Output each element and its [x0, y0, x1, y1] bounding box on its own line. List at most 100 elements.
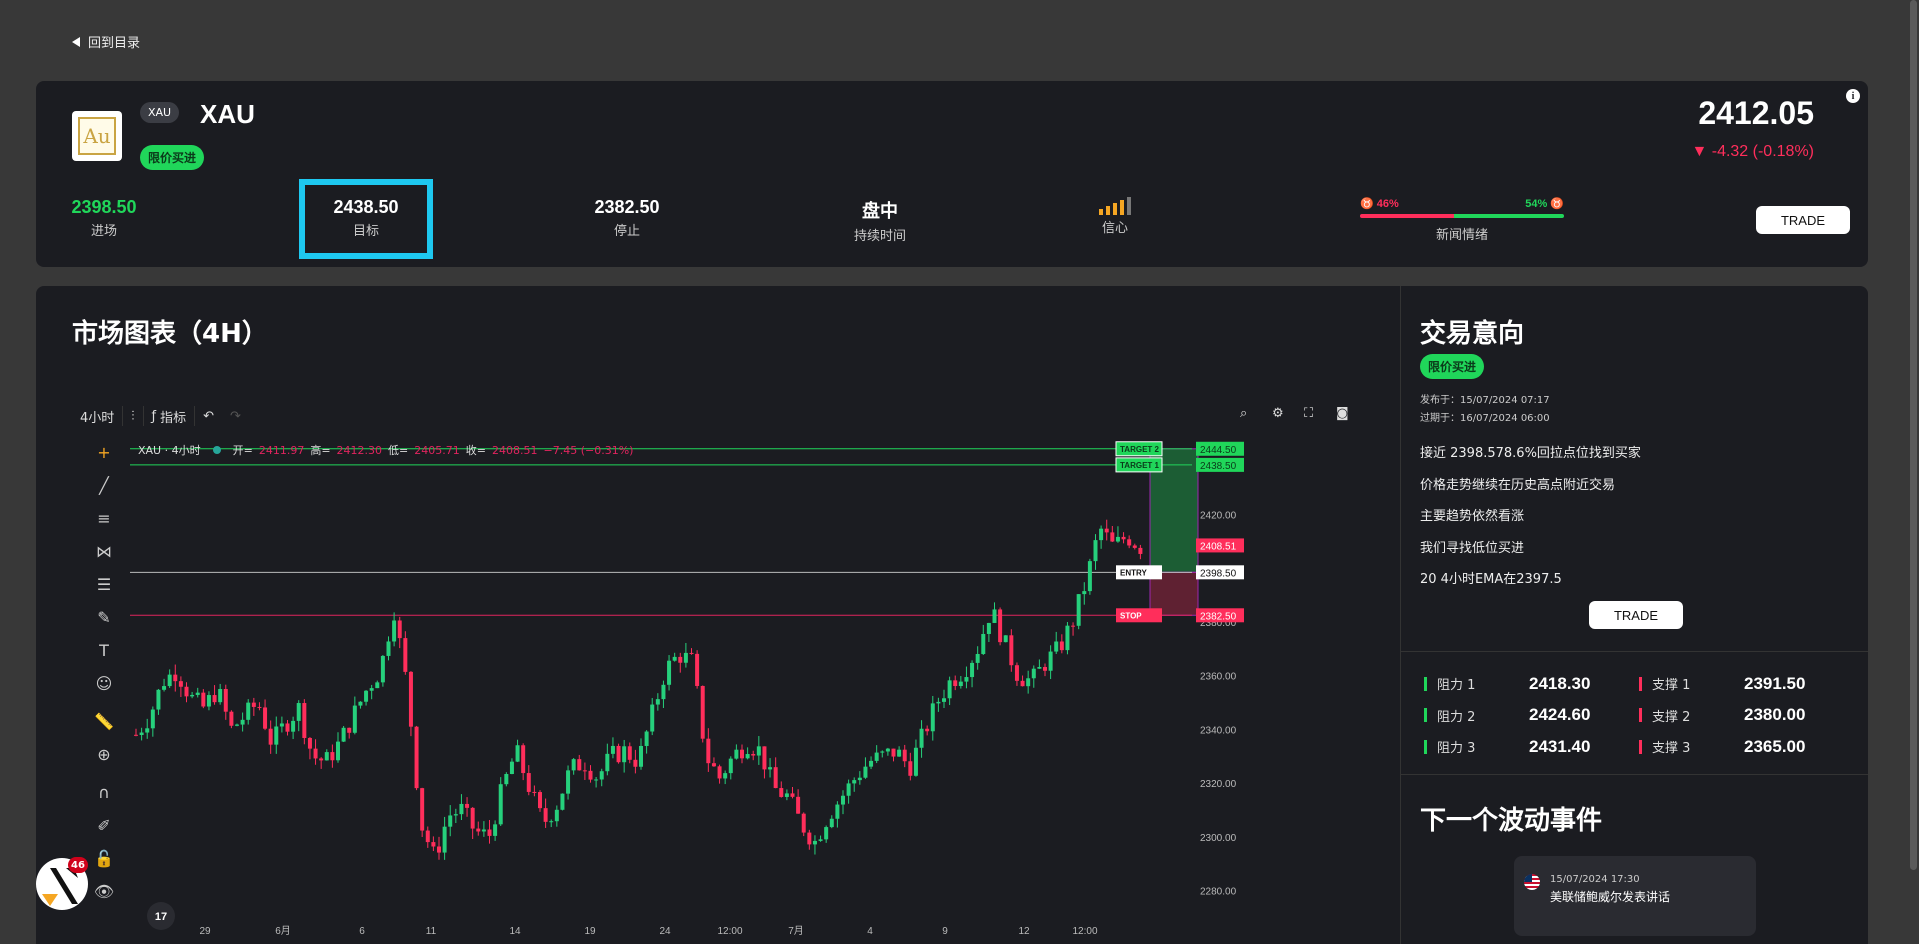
ruler-icon[interactable]: 📏 — [94, 711, 114, 731]
candlestick-plot[interactable]: 2420.002400.002380.002360.002340.002320.… — [130, 434, 1362, 944]
candle-body — [891, 748, 896, 757]
page-scrollbar[interactable] — [1908, 0, 1919, 944]
candle-body — [622, 746, 627, 763]
lock-draw-icon[interactable]: ✐ — [97, 815, 111, 835]
candle-body — [465, 803, 470, 808]
candle-body — [824, 827, 829, 840]
eye-icon[interactable]: 👁 — [93, 881, 115, 901]
candle-body — [257, 706, 262, 708]
candle-body — [700, 685, 705, 739]
candle-body — [655, 699, 660, 705]
us-flag-icon — [1524, 874, 1540, 890]
event-card[interactable]: 15/07/2024 17:30 美联储鲍威尔发表讲话 — [1514, 856, 1756, 936]
y-tick-label: 2380.00 — [1200, 618, 1237, 629]
plot-background — [130, 434, 1362, 944]
candle-body — [1087, 561, 1092, 592]
x-tick-label: 24 — [659, 926, 671, 937]
zoom-in-icon[interactable]: ⊕ — [97, 744, 111, 764]
scrollbar-thumb[interactable] — [1910, 0, 1917, 870]
camera-icon[interactable]: ◙ — [1336, 406, 1349, 421]
back-label: 回到目录 — [88, 36, 141, 51]
candle-body — [156, 689, 161, 710]
trade-button[interactable]: TRADE — [1756, 206, 1850, 234]
magnet-icon[interactable]: ∩ — [98, 782, 110, 802]
candle-body — [509, 761, 514, 775]
candle-body — [1071, 625, 1076, 627]
candle-body — [689, 652, 694, 654]
candle-body — [942, 698, 946, 702]
trade-button-side[interactable]: TRADE — [1589, 601, 1683, 629]
x-tick-label: 6月 — [275, 925, 291, 937]
text-icon[interactable]: T — [99, 640, 109, 660]
candle-body — [801, 813, 806, 833]
candle-body — [678, 656, 683, 663]
candle-body — [605, 753, 610, 772]
candle-body — [358, 701, 363, 706]
candle-body — [779, 788, 784, 797]
y-tick-label: 2420.00 — [1200, 511, 1237, 522]
redo-icon[interactable]: ↷ — [230, 408, 241, 424]
confidence-label: 信心 — [1101, 221, 1128, 236]
candle-body — [414, 726, 419, 789]
candle-body — [1110, 532, 1115, 542]
resistance-label: 阻力 3 — [1437, 741, 1476, 757]
bearish-percent: ♉ 46% — [1360, 198, 1399, 210]
target-value: 2438.50 — [333, 197, 399, 217]
parallel-lines-icon[interactable]: ≡ — [97, 508, 111, 528]
trendline-icon[interactable]: ╱ — [99, 475, 109, 495]
candle-body — [235, 724, 239, 726]
candle-body — [437, 846, 441, 853]
interval-selector[interactable]: 4小时 — [80, 410, 115, 426]
settings-gear-icon[interactable]: ⚙ — [1272, 406, 1284, 421]
instrument-header-card: Au XAU XAU 限价买进 2412.05 ▼ -4.32 (-0.18%)… — [36, 81, 1868, 267]
candle-body — [352, 705, 357, 733]
candle-body — [683, 652, 688, 663]
candle-body — [667, 660, 672, 685]
high-label: 高= — [310, 444, 331, 457]
candle-body — [740, 749, 744, 759]
candle-body — [1121, 536, 1126, 540]
candle-body — [829, 818, 834, 828]
zoom-search-icon[interactable]: ⌕ — [1240, 406, 1248, 421]
back-link[interactable]: 回到目录 — [72, 32, 140, 51]
candle-body — [599, 771, 604, 780]
level-name: STOP — [1120, 611, 1142, 620]
candle-body — [302, 703, 307, 738]
duration-metric: 盘中 持续时间 — [854, 197, 906, 244]
candle-body — [773, 767, 778, 789]
candle-body — [1127, 539, 1132, 546]
x-tick-label: 12:00 — [1072, 926, 1097, 937]
brush-icon[interactable]: ✎ — [97, 607, 111, 627]
level-name-box — [1115, 441, 1163, 457]
undo-icon[interactable]: ↶ — [203, 408, 215, 424]
price-tag: 2382.50 — [1200, 611, 1237, 622]
candle-body — [532, 791, 537, 793]
pattern-icon[interactable]: ⋈ — [96, 541, 112, 561]
intent-order-badge: 限价买进 — [1420, 354, 1485, 379]
info-icon[interactable]: i — [1846, 89, 1860, 103]
candle-body — [992, 609, 997, 623]
candle-body — [375, 682, 380, 689]
fib-icon[interactable]: ☰ — [96, 574, 112, 594]
fullscreen-icon[interactable]: ⛶ — [1304, 406, 1314, 421]
stop-label: 停止 — [613, 224, 641, 239]
support-label: 支撑 2 — [1652, 709, 1691, 725]
indicators-button[interactable]: ƒ 指标 — [144, 407, 195, 426]
stop-value: 2382.50 — [594, 197, 660, 217]
candle-body — [150, 709, 155, 729]
candle-body — [425, 830, 430, 843]
candle-style-icon[interactable]: ⫶ — [131, 408, 135, 424]
candle-body — [610, 745, 615, 754]
order-type-badge: 限价买进 — [140, 145, 205, 170]
resistance-value: 2418.30 — [1529, 673, 1591, 693]
confidence-metric: 信心 — [1099, 197, 1131, 236]
lock-icon[interactable]: 🔓 — [94, 848, 114, 868]
candle-body — [504, 774, 509, 785]
candle-body — [173, 674, 178, 682]
event-text: 美联储鲍威尔发表讲话 — [1550, 890, 1671, 904]
emoji-icon[interactable]: ☺ — [95, 673, 113, 693]
candle-body — [975, 653, 980, 663]
crosshair-icon[interactable]: + — [97, 442, 111, 462]
candle-body — [936, 701, 941, 704]
candle-body — [723, 773, 728, 779]
